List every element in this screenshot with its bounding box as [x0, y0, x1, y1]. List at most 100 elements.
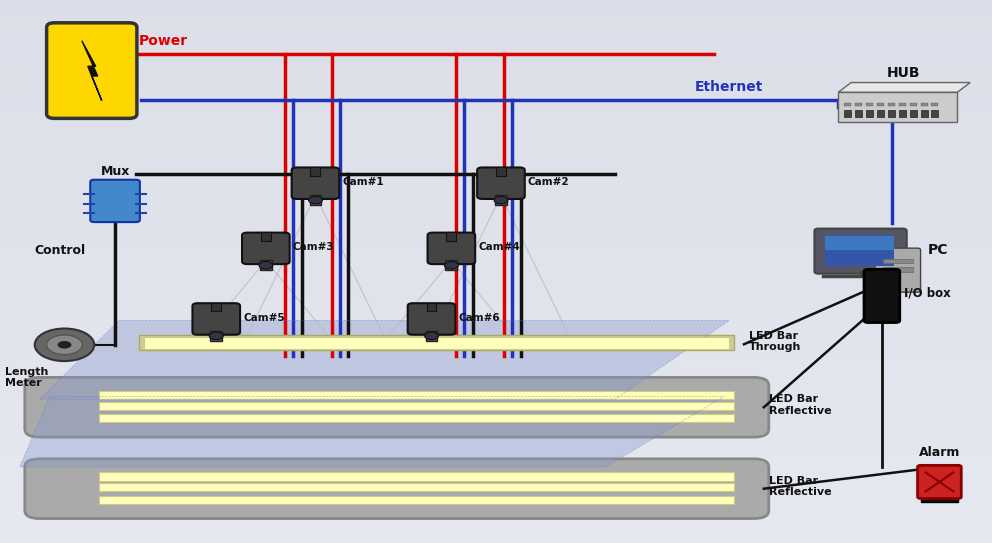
Bar: [0, 534, 992, 543]
FancyBboxPatch shape: [875, 248, 921, 292]
FancyBboxPatch shape: [47, 23, 137, 118]
FancyBboxPatch shape: [408, 303, 455, 334]
Bar: [0, 127, 992, 136]
Bar: [883, 259, 913, 263]
FancyBboxPatch shape: [477, 167, 525, 199]
Text: Alarm: Alarm: [919, 446, 960, 459]
Bar: [0, 479, 992, 489]
Circle shape: [425, 332, 438, 339]
Bar: [427, 302, 436, 311]
Bar: [0, 199, 992, 208]
Bar: [883, 267, 913, 272]
Bar: [144, 337, 729, 349]
FancyBboxPatch shape: [428, 232, 475, 264]
Bar: [0, 462, 992, 471]
Bar: [99, 414, 734, 422]
FancyBboxPatch shape: [90, 180, 140, 222]
FancyBboxPatch shape: [25, 377, 769, 437]
Text: Cam#3: Cam#3: [293, 242, 334, 252]
Bar: [0, 99, 992, 109]
Circle shape: [444, 261, 458, 269]
FancyBboxPatch shape: [864, 269, 900, 323]
Bar: [496, 167, 506, 175]
Circle shape: [259, 261, 273, 269]
Bar: [0, 444, 992, 452]
Bar: [921, 496, 958, 502]
Bar: [0, 64, 992, 72]
Bar: [0, 425, 992, 434]
Bar: [99, 472, 734, 481]
Bar: [0, 254, 992, 262]
Bar: [0, 344, 992, 353]
Bar: [0, 235, 992, 244]
Bar: [0, 91, 992, 99]
FancyBboxPatch shape: [242, 232, 290, 264]
Circle shape: [309, 196, 322, 204]
Bar: [0, 452, 992, 462]
Bar: [495, 195, 507, 205]
Bar: [0, 299, 992, 308]
Bar: [0, 36, 992, 45]
Bar: [260, 260, 272, 270]
Bar: [910, 103, 917, 106]
Text: Length
Meter: Length Meter: [5, 367, 49, 388]
Bar: [0, 190, 992, 199]
Bar: [445, 260, 457, 270]
Circle shape: [209, 332, 223, 339]
Bar: [0, 244, 992, 254]
Bar: [310, 195, 321, 205]
Bar: [0, 317, 992, 326]
Bar: [899, 110, 906, 117]
Bar: [877, 103, 884, 106]
Circle shape: [887, 275, 899, 282]
Polygon shape: [838, 83, 970, 92]
Bar: [0, 109, 992, 118]
Bar: [0, 434, 992, 444]
Polygon shape: [20, 396, 724, 467]
Bar: [0, 262, 992, 272]
Bar: [0, 272, 992, 281]
Bar: [261, 232, 271, 241]
Bar: [0, 416, 992, 425]
FancyBboxPatch shape: [918, 465, 961, 498]
Bar: [0, 362, 992, 371]
Bar: [99, 391, 734, 399]
Bar: [99, 483, 734, 491]
Bar: [855, 103, 862, 106]
Bar: [0, 54, 992, 64]
Bar: [426, 331, 437, 340]
Circle shape: [494, 196, 508, 204]
FancyBboxPatch shape: [292, 167, 339, 199]
Circle shape: [58, 341, 71, 349]
Bar: [0, 398, 992, 407]
Bar: [0, 353, 992, 362]
Text: LED Bar
Through: LED Bar Through: [749, 331, 802, 352]
Bar: [866, 103, 873, 106]
Bar: [211, 302, 221, 311]
Bar: [0, 281, 992, 289]
Bar: [0, 489, 992, 498]
Text: I/O box: I/O box: [904, 287, 950, 300]
Polygon shape: [81, 41, 101, 100]
Bar: [0, 326, 992, 335]
Text: Power: Power: [139, 34, 188, 48]
Text: Control: Control: [35, 244, 86, 257]
Bar: [0, 208, 992, 217]
Bar: [0, 226, 992, 235]
Text: HUB: HUB: [887, 66, 921, 80]
Bar: [310, 167, 320, 175]
Bar: [855, 110, 862, 117]
Bar: [844, 103, 851, 106]
Bar: [0, 81, 992, 91]
Bar: [838, 92, 957, 122]
Text: LED Bar
Reflective: LED Bar Reflective: [769, 476, 831, 497]
Bar: [0, 525, 992, 534]
Bar: [888, 110, 895, 117]
Bar: [0, 507, 992, 516]
Bar: [0, 163, 992, 172]
Text: Cam#4: Cam#4: [478, 242, 520, 252]
Bar: [139, 335, 734, 350]
Bar: [910, 110, 917, 117]
Bar: [0, 181, 992, 190]
Bar: [0, 172, 992, 181]
